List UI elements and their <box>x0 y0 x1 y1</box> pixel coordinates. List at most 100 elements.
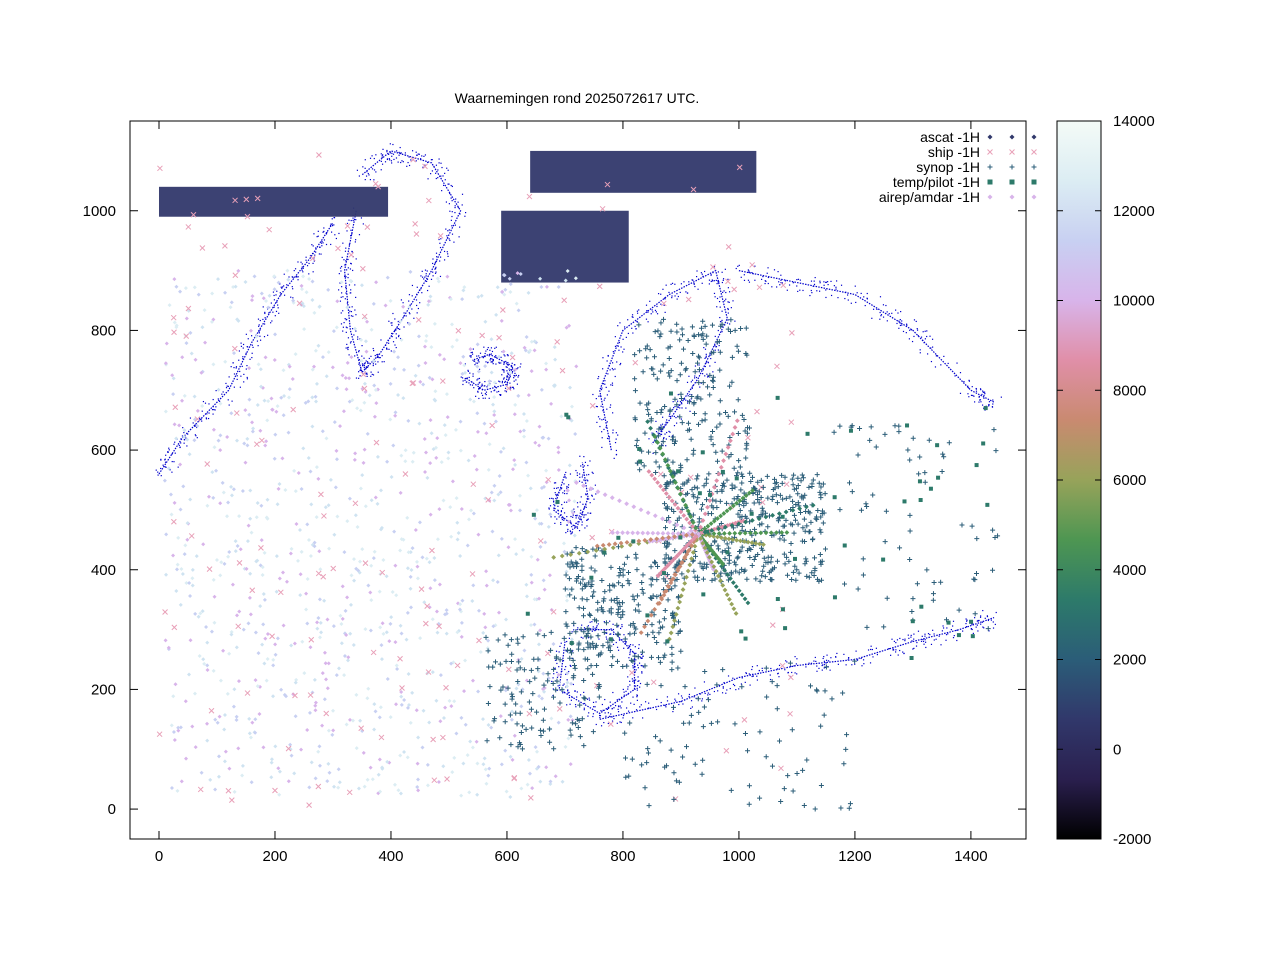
coastline-dot <box>809 663 810 664</box>
colorbar-tick-label: 4000 <box>1113 562 1146 579</box>
coastline-dot <box>169 449 170 450</box>
coastline-dot <box>621 697 622 698</box>
synop-point <box>869 424 874 429</box>
airep-point <box>357 786 361 790</box>
coastline-dot <box>358 364 359 365</box>
airep-point <box>509 508 513 512</box>
synop-point <box>806 485 811 490</box>
temp-point <box>602 551 606 555</box>
airep-point <box>416 762 420 766</box>
coastline-dot <box>392 313 393 314</box>
synop-point <box>681 721 686 726</box>
ship-point <box>686 297 691 302</box>
synop-point <box>521 634 526 639</box>
airep-track-point <box>734 584 739 589</box>
airep-point <box>533 517 537 521</box>
ship-point <box>172 625 177 630</box>
coastline-dot <box>512 371 513 372</box>
coastline-dot <box>776 286 777 287</box>
coastline-dot <box>409 294 410 295</box>
airep-point <box>306 577 310 581</box>
coastline-dot <box>681 695 682 696</box>
coastline-dot <box>573 629 574 630</box>
coastline-dot <box>555 492 556 493</box>
coastline-dot <box>553 688 554 689</box>
coastline-dot <box>931 644 932 645</box>
coastline-dot <box>592 628 593 629</box>
airep-point <box>360 473 364 477</box>
coastline-dot <box>465 378 466 379</box>
synop-point <box>593 553 598 558</box>
coastline-dot <box>896 323 897 324</box>
airep-track-point <box>721 458 726 463</box>
temp-point <box>971 634 975 638</box>
airep-point <box>287 396 291 400</box>
coastline-dot <box>242 358 243 359</box>
ship-point <box>189 533 194 538</box>
airep-point <box>294 522 298 526</box>
airep-point <box>222 562 226 566</box>
coastline-dot <box>208 418 209 419</box>
airep-point <box>416 576 420 580</box>
coastline-dot <box>548 507 549 508</box>
coastline-dot <box>394 318 395 319</box>
synop-point <box>701 380 706 385</box>
airep-point <box>288 743 292 747</box>
synop-point <box>775 683 780 688</box>
coastline-dot <box>706 374 707 375</box>
airep-point <box>372 702 376 706</box>
coastline-dot <box>566 525 567 526</box>
coastline-dot <box>895 649 896 650</box>
airep-point <box>288 387 292 391</box>
coastline-dot <box>739 265 740 266</box>
coastline-dot <box>651 313 652 314</box>
coastline-dot <box>580 510 581 511</box>
synop-point <box>724 501 729 506</box>
coastline-dot <box>572 531 573 532</box>
coastline-dot <box>484 385 485 386</box>
coastline-dot <box>402 302 403 303</box>
airep-point <box>173 320 177 324</box>
airep-point <box>518 430 522 434</box>
coastline-dot <box>796 673 797 674</box>
coastline-dot <box>718 280 719 281</box>
coastline-dot <box>352 316 353 317</box>
synop-point <box>775 500 780 505</box>
coastline-dot <box>649 301 650 302</box>
coastline-dot <box>416 299 417 300</box>
coastline-dot <box>350 289 351 290</box>
synop-point <box>535 631 540 636</box>
airep-point <box>173 738 177 742</box>
coastline-dot <box>825 297 826 298</box>
ship-point <box>258 545 263 550</box>
coastline-dot <box>308 263 309 264</box>
ship-point <box>324 711 329 716</box>
coastline-dot <box>625 691 626 692</box>
coastline-dot <box>391 350 392 351</box>
coastline-dot <box>440 163 441 164</box>
airep-point <box>263 444 267 448</box>
coastline-dot <box>623 689 624 690</box>
coastline-dot <box>723 290 724 291</box>
airep-track-point <box>717 472 722 477</box>
coastline-dot <box>577 521 578 522</box>
airep-point <box>292 469 296 473</box>
synop-point <box>735 344 740 349</box>
coastline-dot <box>604 400 605 401</box>
airep-point <box>232 687 236 691</box>
airep-point <box>263 399 267 403</box>
coastline-dot <box>416 155 417 156</box>
airep-point <box>482 612 486 616</box>
coastline-dot <box>504 362 505 363</box>
synop-point <box>696 710 701 715</box>
coastline-dot <box>816 665 817 666</box>
coastline-dot <box>780 280 781 281</box>
synop-point <box>728 317 733 322</box>
synop-point <box>765 474 770 479</box>
synop-point <box>627 631 632 636</box>
coastline-dot <box>504 355 505 356</box>
coastline-dot <box>982 610 983 611</box>
airep-point <box>493 381 497 385</box>
airep-point <box>355 746 359 750</box>
